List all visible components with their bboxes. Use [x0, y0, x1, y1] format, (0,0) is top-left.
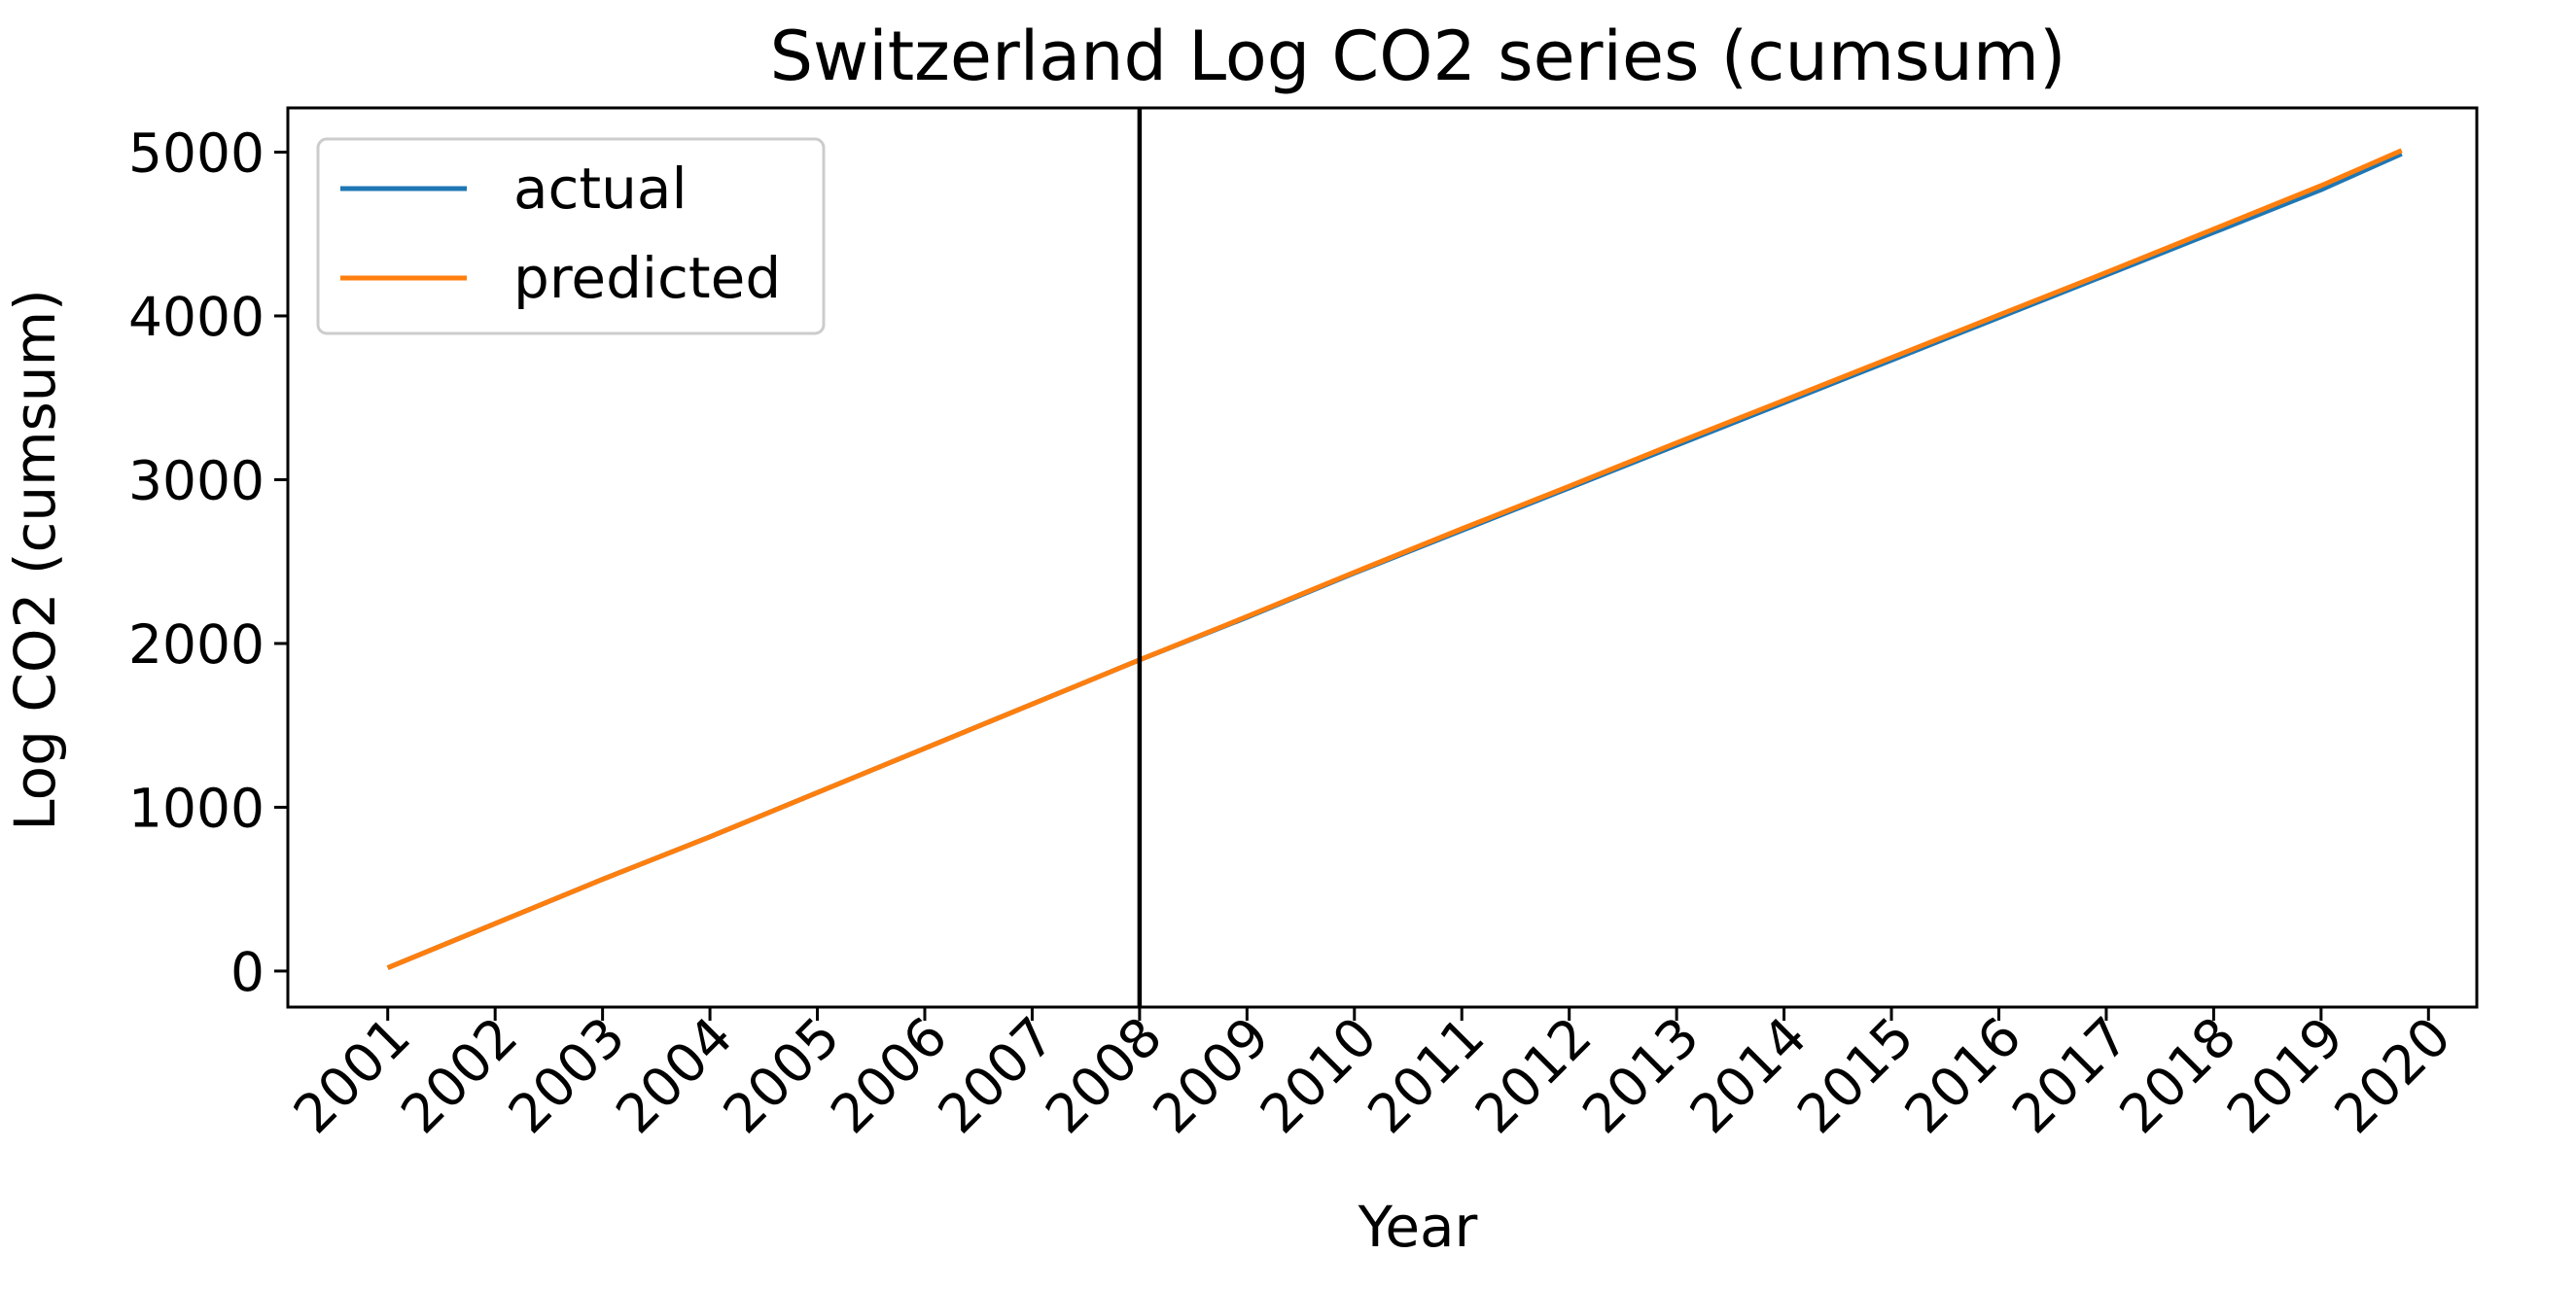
data-point-predicted — [1247, 616, 1248, 617]
data-point-actual — [2320, 190, 2321, 191]
plot-frame — [286, 106, 2479, 1009]
data-point-predicted — [1676, 442, 1677, 443]
y-tick-label: 3000 — [128, 449, 265, 511]
legend: actual predicted — [316, 137, 826, 335]
data-point-actual — [2401, 154, 2402, 155]
data-point-predicted — [1783, 400, 1784, 401]
data-point-predicted — [2105, 272, 2106, 273]
y-tick-label: 0 — [230, 941, 265, 1003]
y-axis-label: Log CO2 (cumsum) — [2, 289, 68, 830]
data-point-predicted — [602, 879, 603, 880]
legend-label-predicted: predicted — [513, 245, 781, 311]
data-point-predicted — [1891, 357, 1892, 358]
data-point-predicted — [925, 748, 926, 749]
data-point-predicted — [1354, 572, 1355, 573]
x-axis-label: Year — [1358, 1194, 1478, 1260]
legend-label-actual: actual — [513, 156, 688, 222]
y-axis-ticks: 0 1000 2000 3000 4000 5000 — [128, 122, 288, 1003]
chart-title: Switzerland Log CO2 series (cumsum) — [770, 17, 2066, 96]
series-layer — [386, 148, 2403, 970]
data-point-predicted — [1032, 704, 1033, 705]
data-point-predicted — [1462, 529, 1463, 530]
data-point-actual — [2213, 232, 2214, 233]
y-tick-label: 4000 — [128, 286, 265, 348]
data-point-predicted — [1998, 315, 1999, 316]
data-point-predicted — [2213, 228, 2214, 229]
data-point-predicted — [1569, 486, 1570, 487]
data-point-predicted — [2401, 150, 2402, 151]
y-tick-label: 1000 — [128, 777, 265, 839]
data-point-predicted — [495, 923, 496, 924]
y-tick-label: 5000 — [128, 122, 265, 184]
data-point-predicted — [817, 792, 818, 793]
data-point-predicted — [710, 836, 711, 837]
series-line-predicted — [386, 148, 2403, 970]
y-tick-label: 2000 — [128, 613, 265, 676]
data-point-predicted — [2320, 186, 2321, 187]
data-point-predicted — [387, 967, 388, 968]
